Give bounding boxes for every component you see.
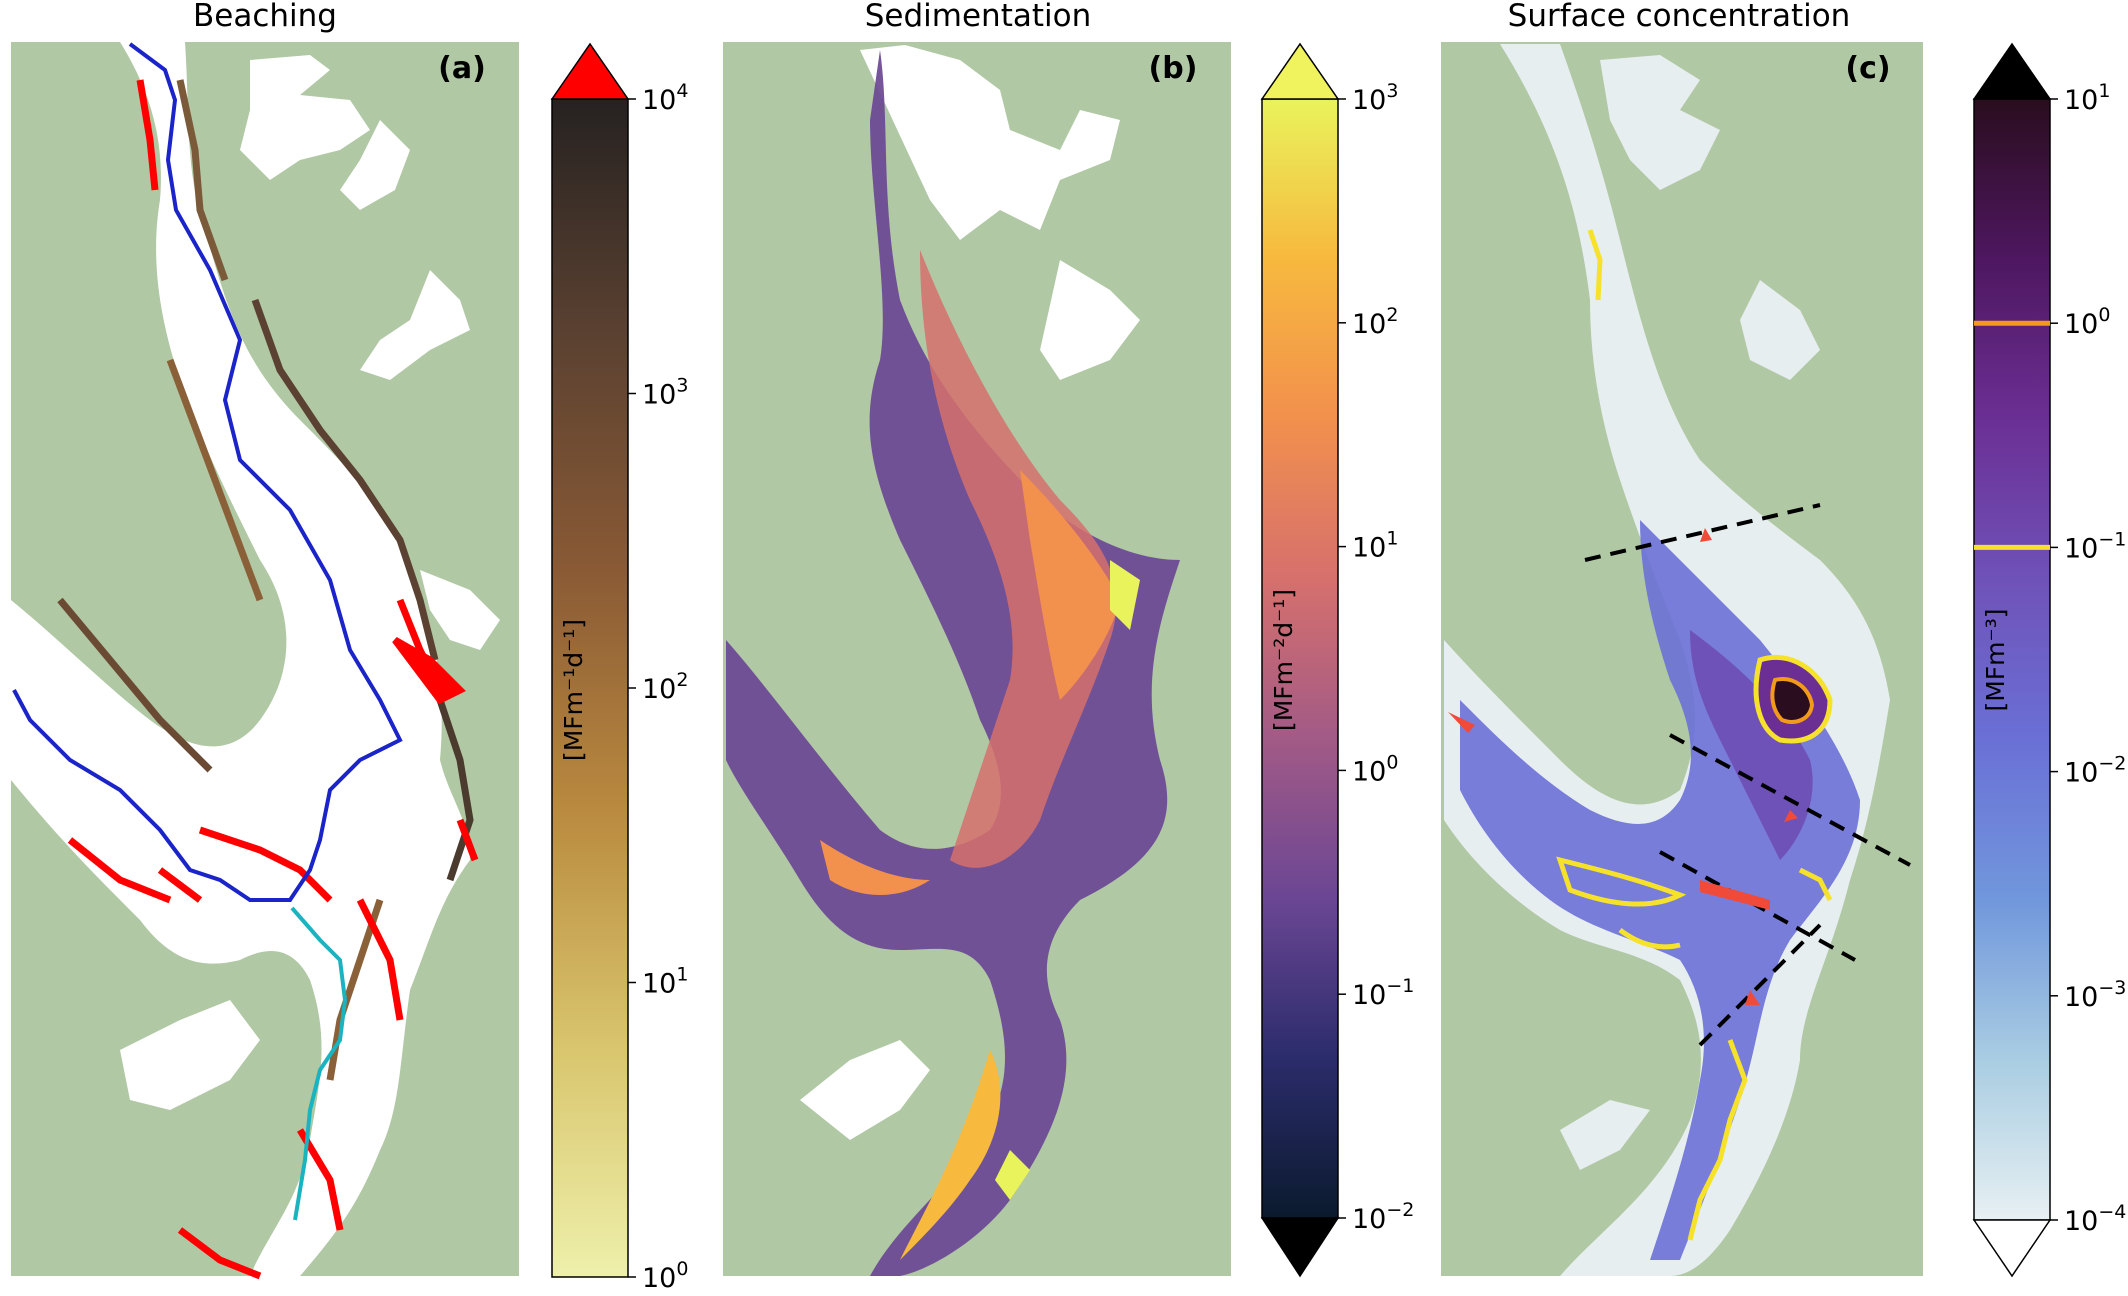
colorbar-b: 10−2 10−1 100 101 102 103 [MFm⁻²d⁻¹] [1260,42,1414,1278]
colorbar-b-tick-label: 100 [1352,751,1398,787]
colorbar-c-label: [MFm⁻³] [1981,608,2010,711]
colorbar-c-tick-label: 101 [2064,80,2110,116]
panel-a-beaching-cells [57,79,474,1081]
panel-b-title: Sedimentation [865,0,1092,34]
colorbar-a-tick-label: 101 [642,964,688,1000]
colorbar-c-bar [1973,98,2051,1221]
colorbar-c-extend-min [1972,1219,2052,1278]
colorbar-c-ticks: 10−4 10−3 10−2 10−1 100 101 [2050,80,2126,1237]
panel-b-label: (b) [1149,51,1198,86]
colorbar-b-label: [MFm⁻²d⁻¹] [1269,589,1298,731]
colorbar-b-tick-label: 102 [1352,304,1398,340]
colorbar-c-tick-label: 10−1 [2064,528,2126,564]
colorbar-a-tick-label: 102 [642,669,688,705]
colorbar-a-tick-label: 104 [642,80,688,116]
panel-c-title: Surface concentration [1508,0,1851,34]
colorbar-b-tick-label: 10−1 [1352,975,1414,1011]
colorbar-c-tick-label: 10−4 [2064,1201,2126,1237]
panel-c-label: (c) [1845,51,1890,86]
panel-a-title: Beaching [193,0,337,34]
panel-a-path-lines [12,42,403,1221]
colorbar-c-tick-label: 10−2 [2064,753,2126,789]
colorbar-b-bar [1261,98,1339,1219]
colorbar-c: 10−4 10−3 10−2 10−1 100 101 [MFm⁻³] [1972,42,2126,1278]
colorbar-a-tick-label: 100 [642,1258,688,1294]
colorbar-a-extend-max [550,42,630,100]
colorbar-c-contour-lines [1974,320,2050,550]
colorbar-b-tick-label: 103 [1352,80,1398,116]
colorbar-a-tick-label: 103 [642,375,688,411]
panel-a-land-background [11,42,519,1276]
panel-b-sediment-field [726,50,1180,1276]
colorbar-b-tick-label: 101 [1352,528,1398,564]
colorbar-a-label: [MFm⁻¹d⁻¹] [559,619,588,761]
colorbar-c-tick-label: 100 [2064,304,2110,340]
panel-b: Sedimentation (b) 10−2 10−1 100 101 102 103 [… [723,0,1414,1278]
panel-a-high-beaching-coast [67,79,479,1280]
colorbar-b-ticks: 10−2 10−1 100 101 102 103 [1338,80,1414,1235]
panel-c: Surface concentration [1441,0,2126,1278]
panel-c-concentration-field [1460,229,1860,1260]
colorbar-b-extend-max [1260,42,1340,100]
panel-a: Beaching [11,0,688,1294]
panel-c-flux-arrows [1448,528,1798,1005]
colorbar-c-extend-max [1972,42,2052,100]
panel-a-label: (a) [438,51,486,86]
colorbar-b-tick-label: 10−2 [1352,1199,1414,1235]
panel-b-water [800,45,1140,1140]
colorbar-a-ticks: 100 101 102 103 104 [628,80,688,1294]
colorbar-a: 100 101 102 103 104 [MFm⁻¹d⁻¹] [550,42,688,1294]
colorbar-b-extend-min [1260,1217,1340,1278]
colorbar-c-tick-label: 10−3 [2064,977,2126,1013]
